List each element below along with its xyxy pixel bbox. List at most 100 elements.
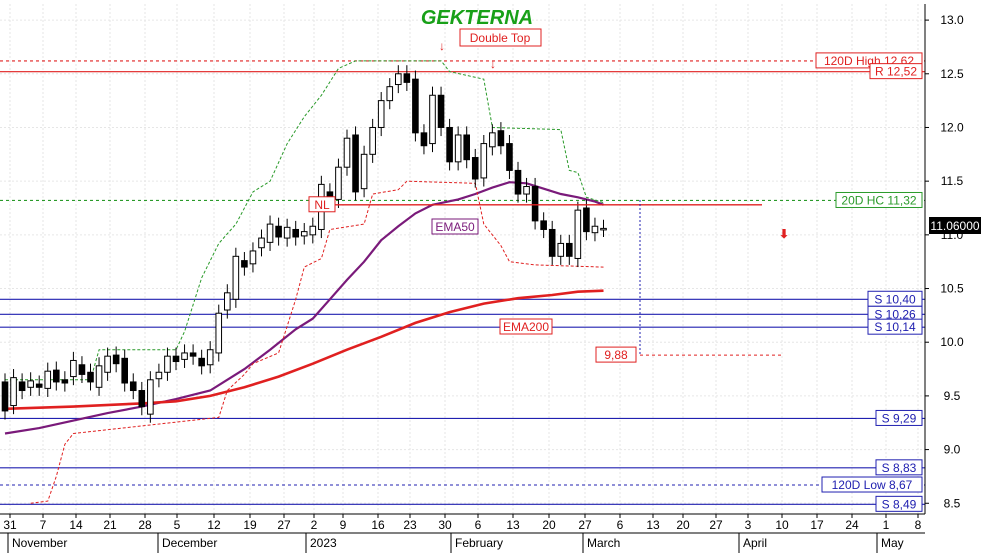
target-label: 9,88 <box>604 348 628 362</box>
candle-body-7 <box>61 379 69 384</box>
y-tick-label-6: 10.0 <box>940 335 964 349</box>
x-tick-label-19: 13 <box>646 518 660 532</box>
candle-body-8 <box>70 359 77 378</box>
level-label-box-1 <box>869 63 923 80</box>
series-line-20d-low <box>30 180 604 504</box>
candle-body-55 <box>471 157 479 180</box>
candle-body-14 <box>121 357 129 384</box>
x-tick-label-14: 6 <box>475 518 482 532</box>
candle-body-10 <box>87 371 94 383</box>
nl-label: NL <box>314 198 330 212</box>
candle-body-44 <box>377 100 385 128</box>
level-label-box-7 <box>875 459 923 476</box>
candle-body-31 <box>266 223 274 243</box>
double-top-label: Double Top <box>470 31 531 45</box>
nl-box <box>308 196 336 213</box>
candle-body-45 <box>386 86 394 102</box>
candle-body-29 <box>249 250 257 265</box>
x-tick-label-9: 2 <box>311 518 318 532</box>
level-label-7: S 8,83 <box>882 461 917 475</box>
double-top-box <box>459 28 542 47</box>
x-tick-label-1: 7 <box>40 518 47 532</box>
ema200-label: EMA200 <box>503 320 549 334</box>
candle-body-3 <box>27 380 34 388</box>
candle-body-67 <box>574 209 582 259</box>
series-line-20d-high <box>5 60 604 381</box>
candle-body-1 <box>10 377 17 407</box>
level-label-9: S 8,49 <box>882 497 917 511</box>
candle-body-15 <box>129 381 137 392</box>
candle-body-20 <box>172 355 180 363</box>
x-tick-label-16: 20 <box>542 518 556 532</box>
candle-body-30 <box>258 237 265 249</box>
level-label-3: S 10,40 <box>874 292 916 306</box>
candle-body-25 <box>215 312 223 354</box>
x-tick-label-26: 1 <box>883 518 890 532</box>
candle-body-39 <box>335 166 342 200</box>
level-label-5: S 10,14 <box>874 320 916 334</box>
candle-body-22 <box>189 352 197 357</box>
x-tick-label-15: 13 <box>506 518 520 532</box>
candle-body-63 <box>540 220 547 230</box>
candle-body-65 <box>557 242 565 257</box>
double-top-arrow-right: ↓ <box>490 57 496 71</box>
series-line-ema200 <box>4 289 604 411</box>
level-label-4: S 10,26 <box>874 307 916 321</box>
double-top-arrow-left: ↓ <box>439 39 445 53</box>
candle-body-18 <box>155 371 163 380</box>
annotations: Double Top ↓ ↓ NL EMA50 EMA200 9,88 ⬇ <box>308 28 789 363</box>
x-tick-label-24: 17 <box>810 518 824 532</box>
y-tick-label-9: 8.5 <box>944 496 961 510</box>
x-tick-label-27: 8 <box>915 518 922 532</box>
y-tick-label-5: 10.5 <box>940 282 964 296</box>
candle-body-28 <box>241 260 248 268</box>
candle-body-62 <box>531 186 539 222</box>
level-label-2: 20D HC 11,32 <box>841 193 916 207</box>
candle-body-9 <box>78 364 86 375</box>
candle-body-49 <box>420 132 428 147</box>
candle-body-69 <box>591 225 599 234</box>
candle-body-58 <box>497 130 505 147</box>
candle-body-46 <box>395 73 402 86</box>
candle-body-47 <box>403 73 411 83</box>
candle-body-33 <box>283 226 291 239</box>
y-tick-label-2: 12.0 <box>940 120 964 134</box>
level-label-box-2 <box>835 191 923 208</box>
down-arrow-signal: ⬇ <box>779 227 789 241</box>
month-label-5: April <box>743 536 767 550</box>
candle-body-24 <box>206 349 214 366</box>
candle-body-5 <box>44 370 52 389</box>
y-tick-label-8: 9.0 <box>944 443 961 457</box>
candle-body-42 <box>360 153 368 190</box>
level-label-box-6 <box>875 409 923 426</box>
level-label-8: 120D Low 8,67 <box>832 478 913 492</box>
x-tick-label-17: 27 <box>578 518 592 532</box>
level-label-6: S 9,29 <box>882 411 917 425</box>
candle-body-17 <box>147 379 154 415</box>
candle-body-11 <box>95 365 103 388</box>
candle-body-36 <box>309 225 317 236</box>
ema50-box <box>431 218 479 235</box>
last-price-label: 11.06000 <box>930 219 979 233</box>
x-tick-label-25: 24 <box>845 518 859 532</box>
candle-body-16 <box>138 390 146 408</box>
grid <box>0 4 925 514</box>
month-label-1: December <box>162 536 217 550</box>
candle-body-64 <box>548 228 556 257</box>
y-tick-label-1: 12.5 <box>940 67 964 81</box>
level-label-box-8 <box>821 476 923 493</box>
chart-title: GEKTERNA <box>421 7 533 29</box>
y-tick-label-7: 9.5 <box>944 389 961 403</box>
x-tick-label-5: 5 <box>174 518 181 532</box>
candle-body-57 <box>489 132 496 148</box>
x-tick-label-18: 6 <box>617 518 624 532</box>
axes: 13.012.512.011.511.010.510.09.59.08.511.… <box>0 4 981 553</box>
candle-body-12 <box>104 355 111 373</box>
candle-body-66 <box>566 242 573 257</box>
candle-body-32 <box>275 225 282 238</box>
x-tick-label-8: 27 <box>277 518 291 532</box>
y-tick-label-3: 11.5 <box>941 174 964 188</box>
target-box <box>595 346 637 363</box>
